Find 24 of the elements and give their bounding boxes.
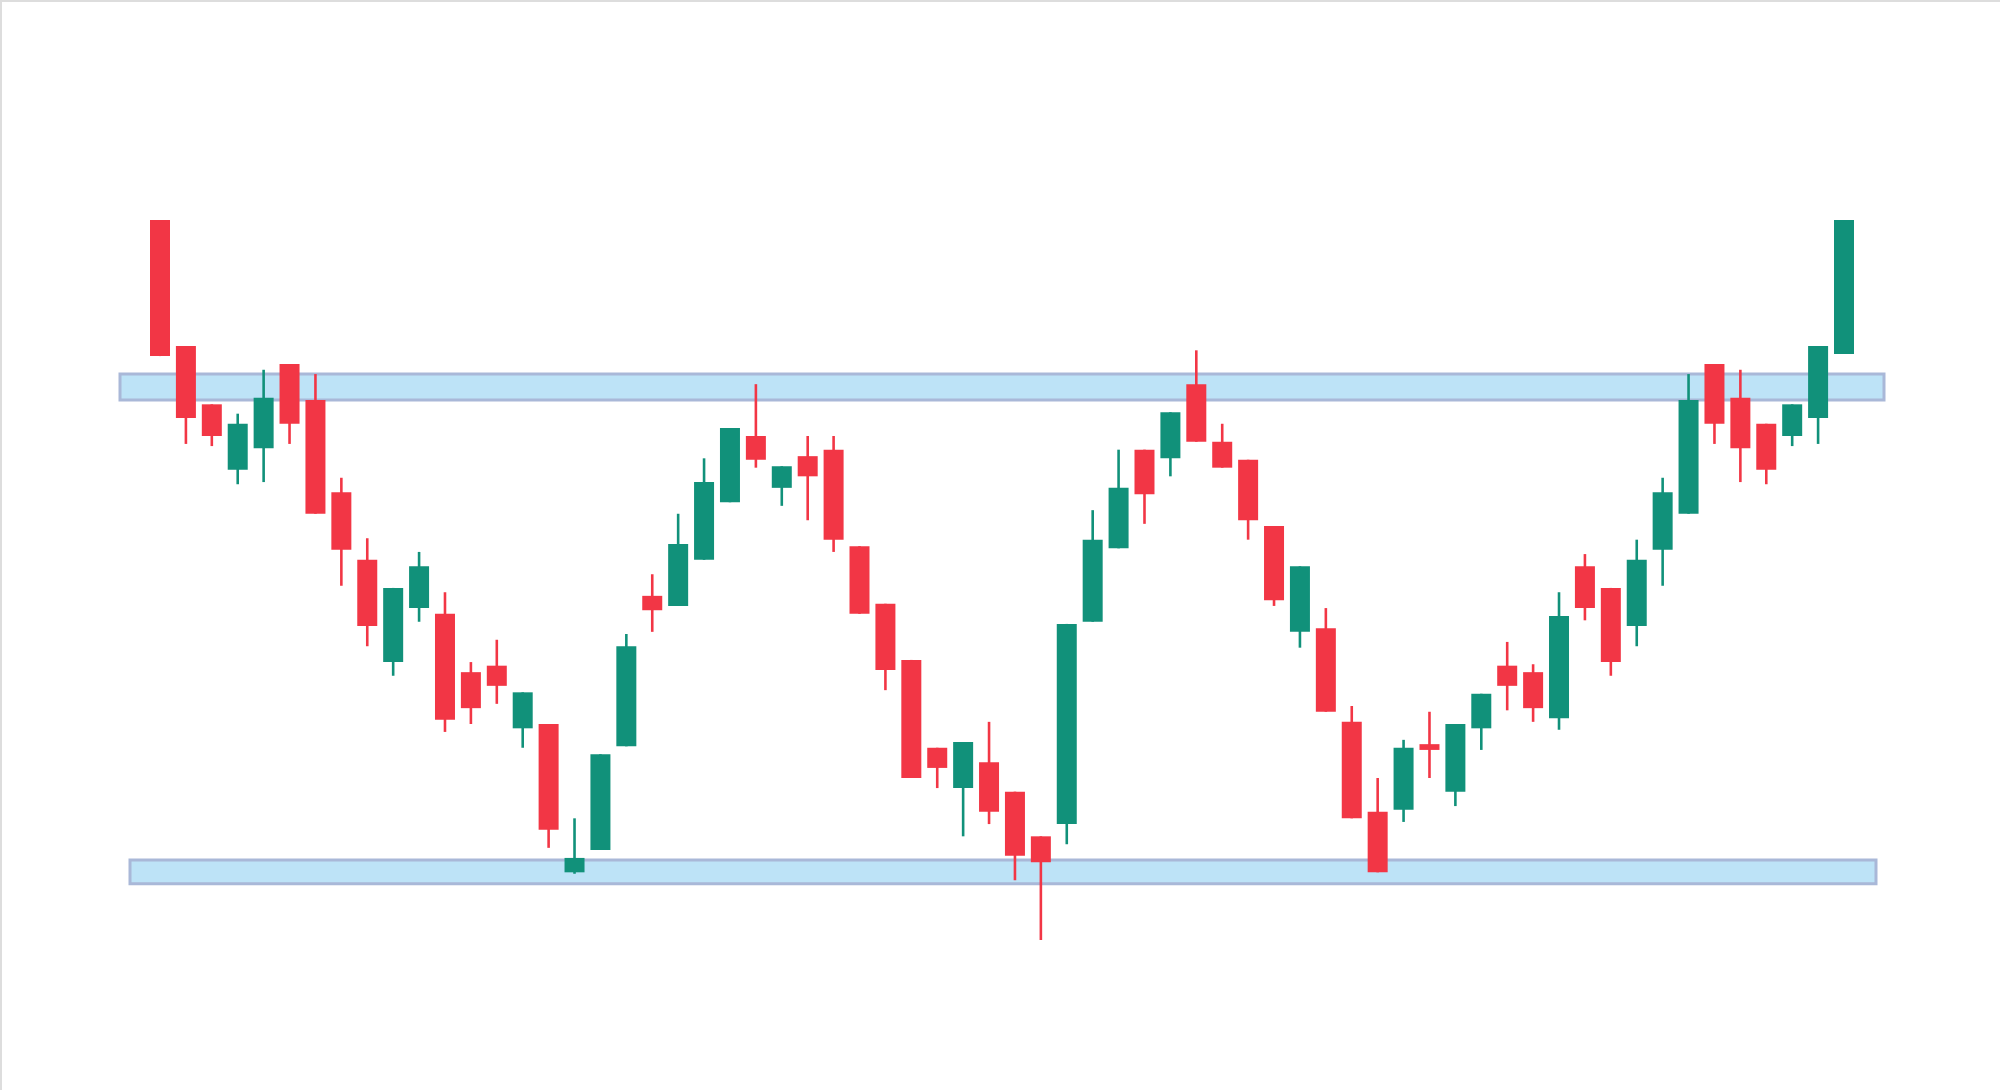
- candlestick: [745, 382, 766, 469]
- candlestick: [1497, 640, 1518, 712]
- candlestick: [927, 746, 948, 790]
- candlestick: [642, 572, 663, 634]
- candlestick: [1574, 552, 1595, 622]
- candlestick: [953, 740, 974, 838]
- candlestick: [1756, 422, 1777, 486]
- candlestick: [227, 412, 248, 486]
- candlestick: [409, 550, 430, 624]
- candlestick: [1523, 662, 1544, 724]
- candlestick: [486, 638, 507, 706]
- candlestick: [1212, 422, 1233, 469]
- candlestick: [201, 403, 222, 448]
- candlestick: [460, 660, 481, 726]
- candlestick: [1471, 692, 1492, 752]
- candlestick: [797, 434, 818, 522]
- candlestick: [771, 464, 792, 508]
- candlestick: [512, 691, 533, 750]
- candlestick: [1134, 448, 1155, 526]
- candlestick: [1782, 403, 1803, 448]
- candlestick: [1419, 710, 1440, 780]
- candlestick: [1030, 835, 1051, 942]
- candlestick: [564, 817, 585, 876]
- candlestick: [1160, 410, 1181, 478]
